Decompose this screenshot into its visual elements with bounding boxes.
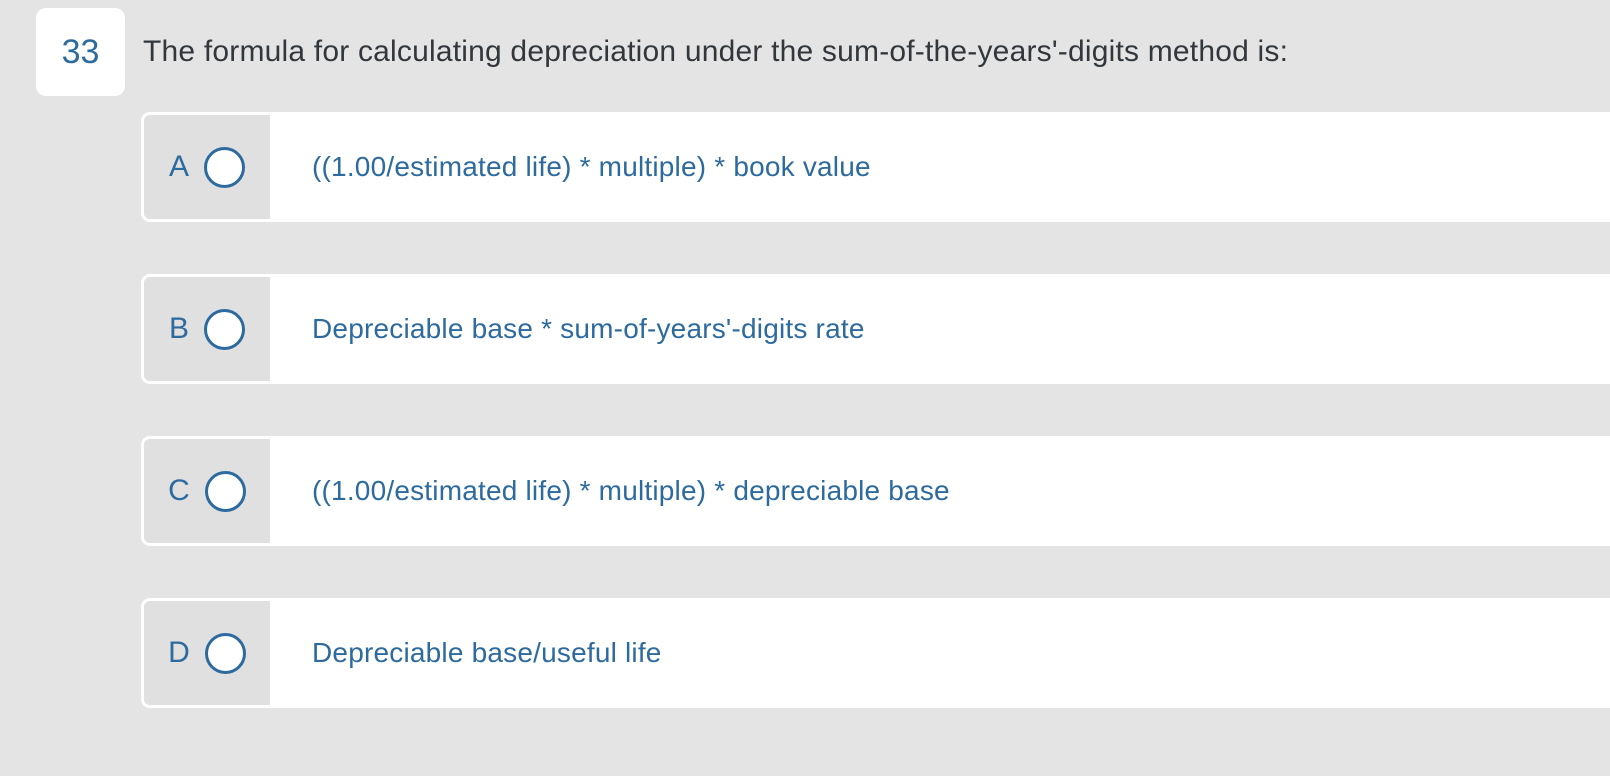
option-c-text[interactable]: ((1.00/estimated life) * multiple) * dep…	[312, 475, 950, 506]
option-row-b[interactable]: B Depreciable base * sum-of-years'-digit…	[141, 274, 1610, 384]
question-number-label: 33	[61, 32, 100, 71]
option-a-letter-cell: A	[144, 115, 270, 219]
option-c-letter-cell: C	[144, 439, 270, 543]
option-d-letter: D	[168, 636, 190, 669]
option-b-text[interactable]: Depreciable base * sum-of-years'-digits …	[312, 313, 865, 344]
option-d-text[interactable]: Depreciable base/useful life	[312, 637, 662, 668]
option-c-letter: C	[168, 474, 190, 507]
option-a-body: ((1.00/estimated life) * multiple) * boo…	[270, 115, 1610, 219]
answer-options-list: A ((1.00/estimated life) * multiple) * b…	[141, 112, 1610, 708]
option-b-body: Depreciable base * sum-of-years'-digits …	[270, 277, 1610, 381]
option-b-letter-cell: B	[144, 277, 270, 381]
option-a-radio-button[interactable]	[204, 146, 245, 188]
option-d-body: Depreciable base/useful life	[270, 601, 1610, 705]
option-c-body: ((1.00/estimated life) * multiple) * dep…	[270, 439, 1610, 543]
option-row-c[interactable]: C ((1.00/estimated life) * multiple) * d…	[141, 436, 1610, 546]
option-c-radio-button[interactable]	[204, 470, 246, 512]
option-a-text[interactable]: ((1.00/estimated life) * multiple) * boo…	[312, 151, 871, 182]
question-text: The formula for calculating depreciation…	[143, 35, 1289, 68]
question-number: 33	[36, 8, 125, 96]
question-header: 33 The formula for calculating depreciat…	[0, 0, 1610, 96]
option-a-letter: A	[168, 150, 189, 183]
option-b-letter: B	[168, 312, 189, 345]
option-row-d[interactable]: D Depreciable base/useful life	[141, 598, 1610, 708]
option-row-a[interactable]: A ((1.00/estimated life) * multiple) * b…	[141, 112, 1610, 222]
option-b-radio-button[interactable]	[204, 308, 245, 350]
option-d-radio-button[interactable]	[204, 632, 246, 674]
option-d-letter-cell: D	[144, 601, 270, 705]
